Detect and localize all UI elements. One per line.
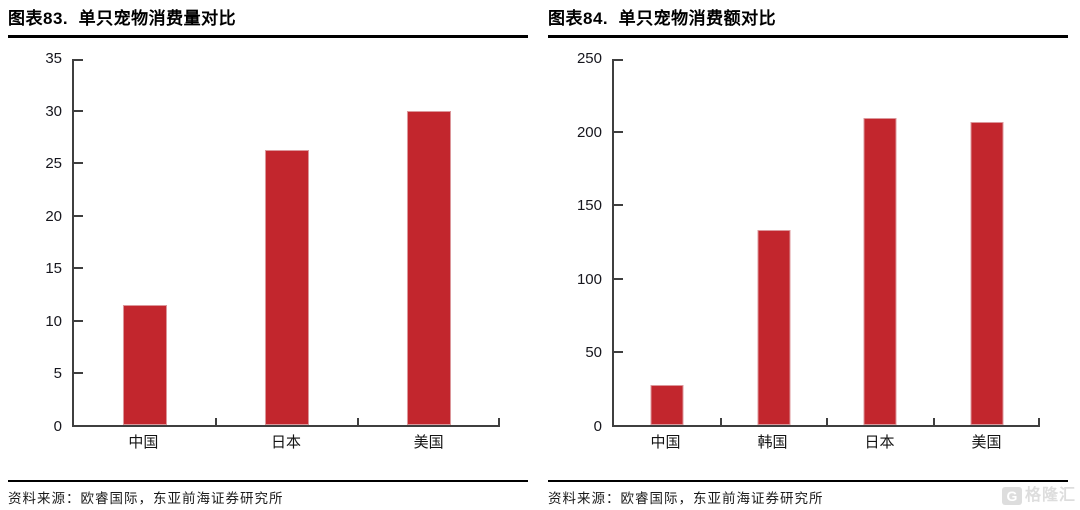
- chart-title: 图表84. 单只宠物消费额对比: [548, 9, 777, 28]
- bar-中国: [122, 304, 167, 425]
- x-axis-category-label: 日本: [271, 434, 302, 451]
- chart-title: 图表83. 单只宠物消费量对比: [8, 9, 237, 28]
- chart-column-84: 图表84. 单只宠物消费额对比 0 50 100 150 200 250 中国 韩国 日本 美国…: [548, 8, 1068, 507]
- gelonghui-logo-icon: G: [1001, 487, 1022, 505]
- bar-韩国: [757, 230, 791, 425]
- source-divider: [548, 480, 1068, 482]
- y-axis-tick: [614, 277, 623, 280]
- y-axis-labels: 0 5 10 15 20 25 30 35: [8, 50, 62, 435]
- y-axis-tick-label: 0: [53, 418, 62, 435]
- x-axis-tick: [826, 418, 828, 425]
- x-axis-category-label: 韩国: [757, 434, 788, 451]
- y-axis-tick: [74, 59, 83, 61]
- y-axis-labels: 0 50 100 150 200 250: [548, 50, 602, 435]
- y-axis-tick: [74, 162, 83, 165]
- x-axis-labels: 中国 日本 美国: [72, 433, 500, 453]
- y-axis-tick: [614, 204, 623, 207]
- y-axis-tick: [74, 372, 83, 375]
- watermark: G 格隆汇: [1001, 486, 1076, 506]
- y-axis-tick-label: 100: [576, 270, 602, 288]
- chart-column-83: 图表83. 单只宠物消费量对比 0 5 10 15 20 25 30 35 中国 日本 美国 资料…: [8, 8, 528, 507]
- x-axis-tick: [932, 418, 935, 425]
- x-axis-tick: [719, 418, 722, 425]
- watermark-text: 格隆汇: [1024, 487, 1076, 504]
- y-axis-tick: [614, 351, 623, 354]
- x-axis-tick: [214, 418, 217, 425]
- x-axis-tick: [356, 418, 359, 425]
- title-divider: [548, 35, 1068, 38]
- x-axis-category-label: 美国: [971, 434, 1002, 451]
- x-axis-tick: [1038, 418, 1040, 425]
- bar-美国: [970, 121, 1004, 425]
- x-axis-labels: 中国 韩国 日本 美国: [612, 433, 1040, 453]
- y-axis-tick-label: 15: [45, 260, 62, 278]
- title-divider: [8, 35, 528, 38]
- x-axis-category-label: 中国: [128, 434, 159, 451]
- y-axis-tick-label: 250: [576, 50, 602, 67]
- x-axis-category-label: 日本: [864, 434, 895, 451]
- y-axis-tick-label: 5: [53, 365, 62, 383]
- bar-美国: [406, 111, 452, 425]
- y-axis-tick: [74, 267, 83, 270]
- chart-body: 0 50 100 150 200 250 中国 韩国 日本 美国: [548, 50, 1068, 455]
- source-text: 资料来源：欧睿国际，东亚前海证券研究所: [548, 491, 824, 506]
- x-axis-category-label: 中国: [650, 434, 681, 451]
- y-axis-tick-label: 35: [45, 50, 62, 67]
- plot-area: [612, 59, 1040, 427]
- y-axis-tick: [614, 130, 623, 133]
- source-text: 资料来源：欧睿国际，东亚前海证券研究所: [8, 491, 284, 506]
- y-axis-tick-label: 50: [585, 344, 602, 362]
- y-axis-tick-label: 25: [45, 155, 62, 173]
- bar-日本: [264, 149, 310, 425]
- y-axis-tick: [74, 319, 83, 322]
- source-divider: [8, 480, 528, 482]
- y-axis-tick: [74, 214, 83, 217]
- plot-area: [72, 59, 500, 427]
- y-axis-tick-label: 20: [45, 207, 62, 225]
- x-axis-category-label: 美国: [413, 434, 444, 451]
- y-axis-tick-label: 0: [593, 418, 602, 435]
- y-axis-tick-label: 30: [45, 102, 62, 120]
- y-axis-tick-label: 10: [45, 312, 62, 330]
- y-axis-tick: [74, 109, 83, 112]
- bar-日本: [863, 117, 897, 425]
- bar-中国: [650, 385, 684, 425]
- y-axis-tick-label: 150: [576, 197, 602, 215]
- x-axis-tick: [498, 418, 500, 425]
- y-axis-tick: [614, 59, 623, 61]
- chart-body: 0 5 10 15 20 25 30 35 中国 日本 美国: [8, 50, 528, 455]
- y-axis-tick-label: 200: [576, 123, 602, 141]
